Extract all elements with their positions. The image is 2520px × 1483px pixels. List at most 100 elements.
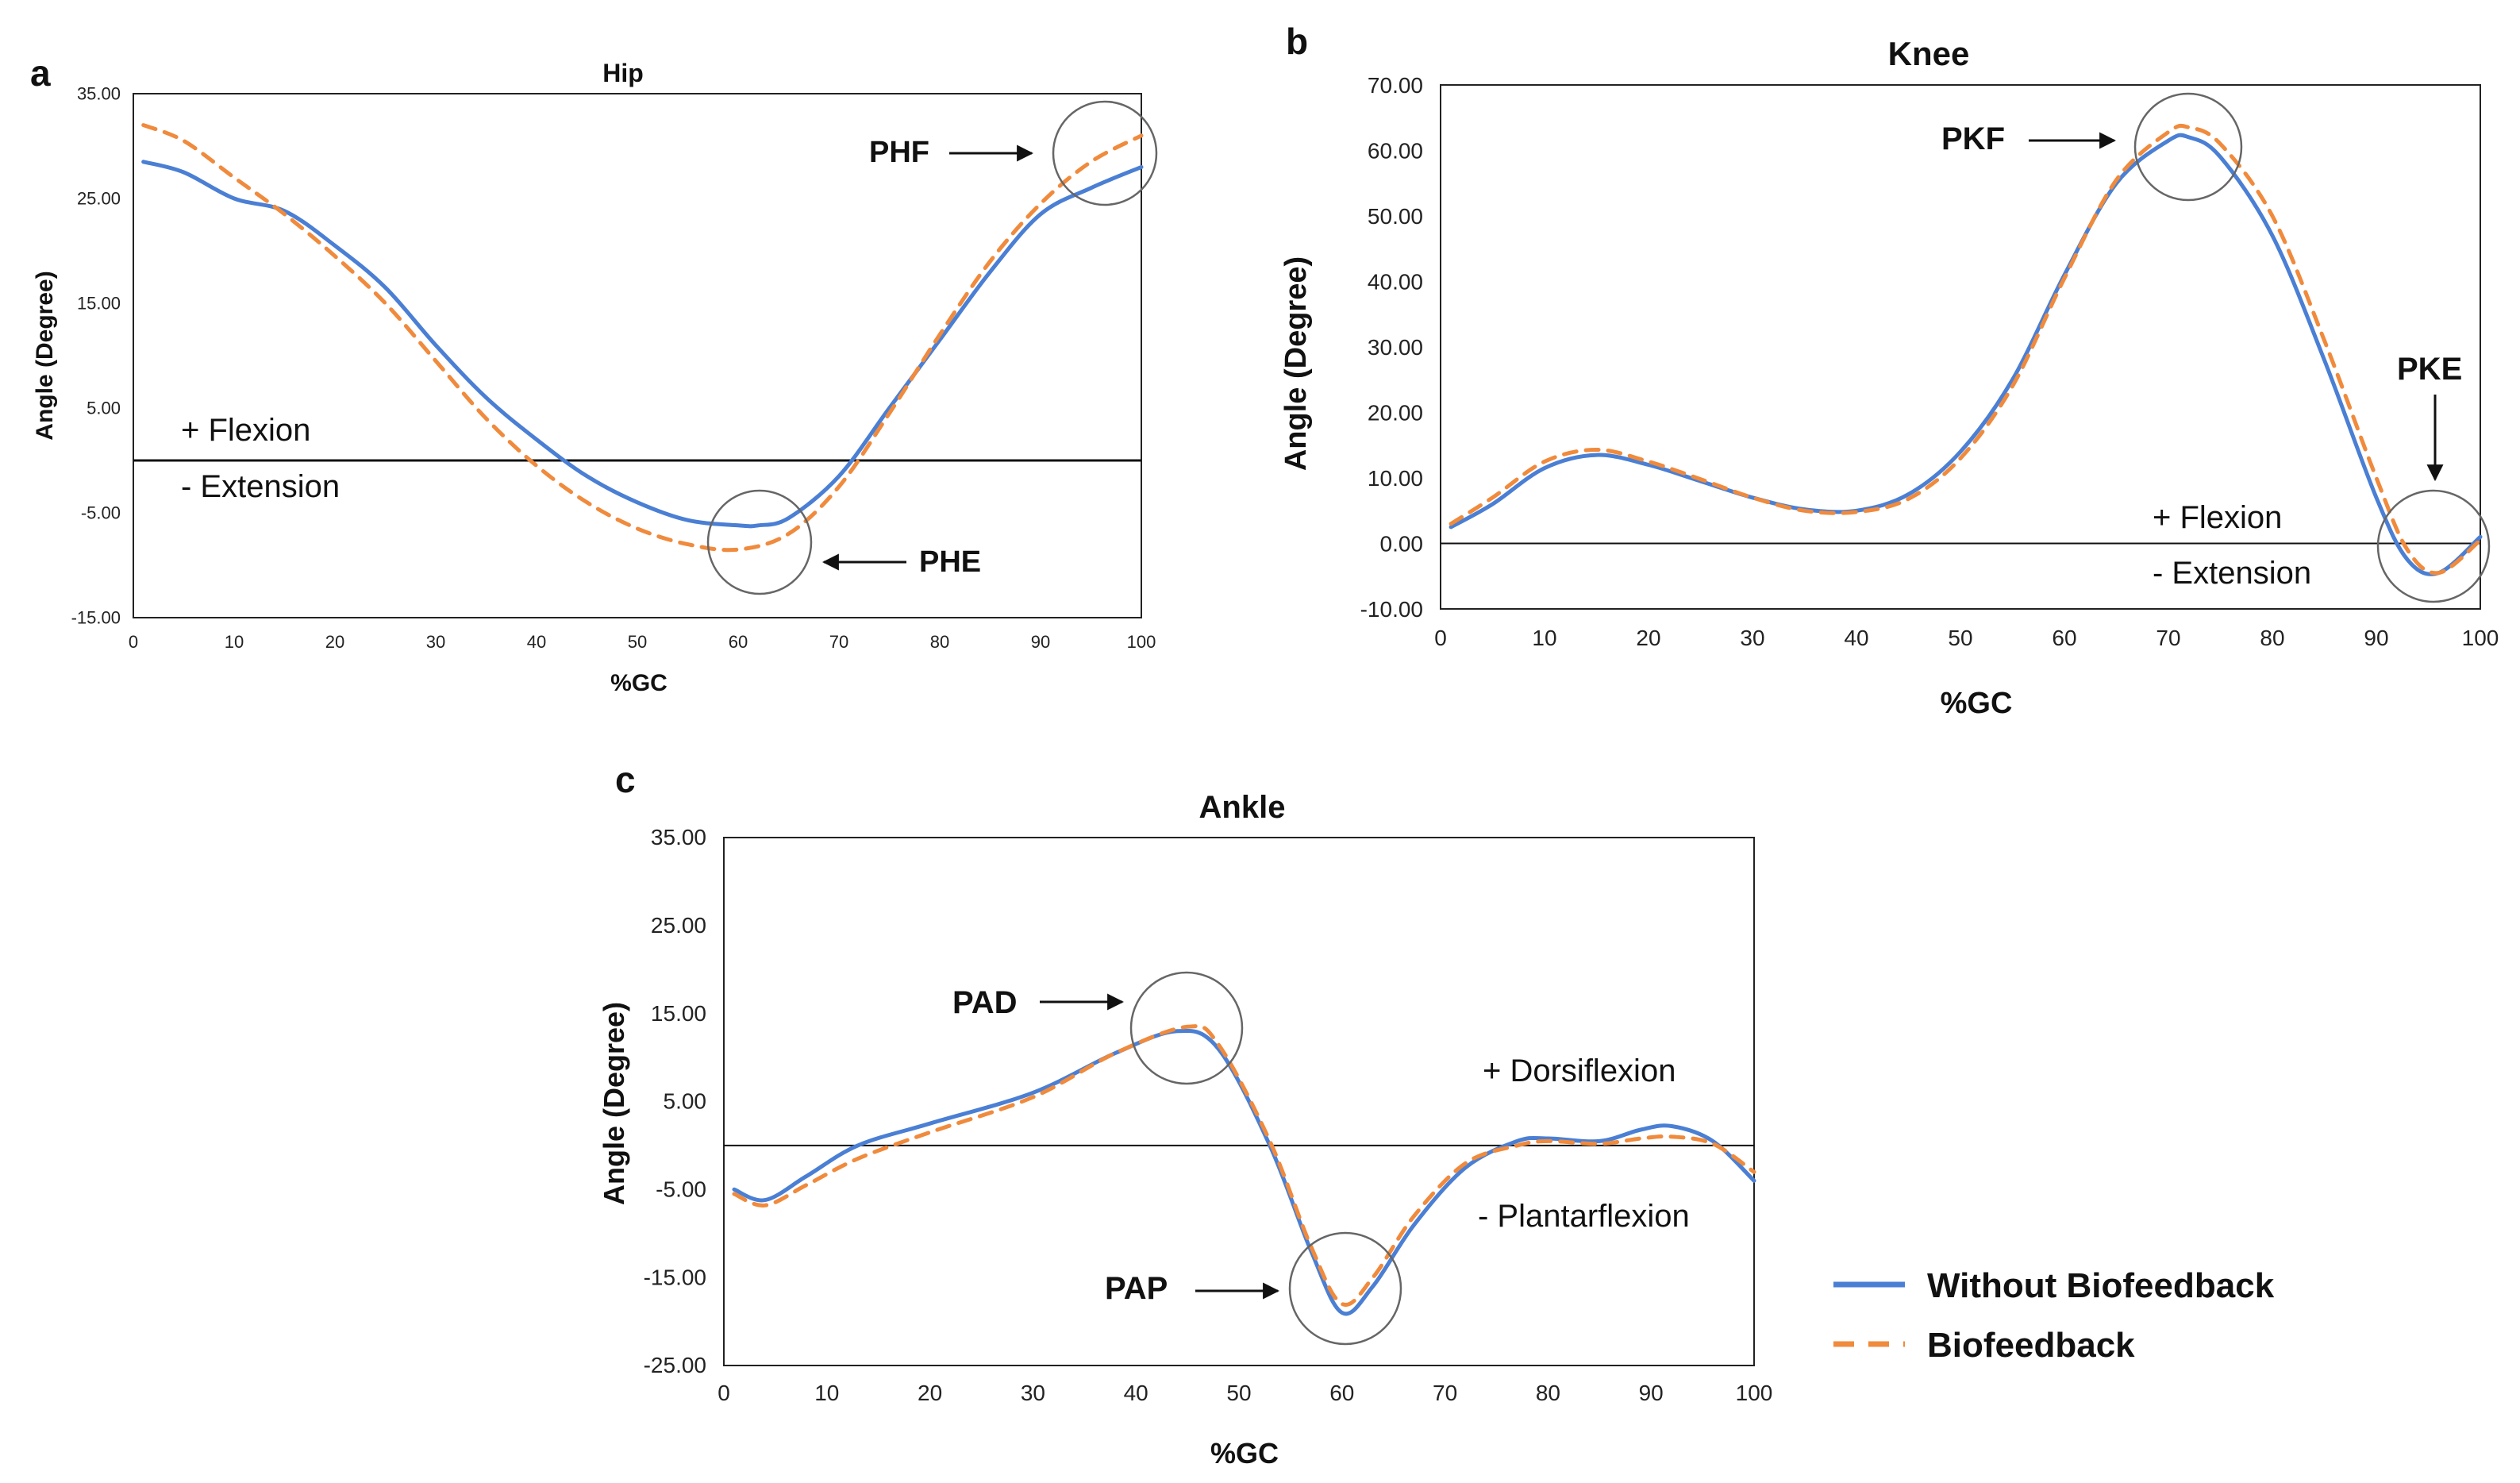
knee-chart-title: Knee	[1888, 35, 1970, 72]
panel-letter-c: c	[615, 759, 636, 800]
ankle-x-tick-label: 100	[1736, 1381, 1773, 1405]
knee-y-tick-label: 70.00	[1368, 73, 1423, 98]
hip-x-tick-label: 30	[426, 632, 445, 652]
phf-highlight-circle	[1052, 100, 1158, 206]
hip-series-without-biofeedback-line	[141, 160, 1144, 529]
knee-y-tick-label: 10.00	[1368, 466, 1423, 491]
phf-label: PHF	[869, 136, 929, 169]
ankle-x-tick-label: 70	[1433, 1381, 1457, 1405]
hip-y-ticks: -15.00 -5.00 5.00 15.00 25.00 35.00	[71, 84, 121, 628]
pad-highlight-circle	[1129, 971, 1244, 1085]
knee-y-tick-label: 0.00	[1380, 531, 1424, 556]
hip-chart: a Hip -15.00 -5.00 5.00 15.00 25.00 35.00 0 10…	[30, 52, 1158, 696]
ankle-y-tick-label: 15.00	[651, 1001, 706, 1026]
pke-label: PKE	[2397, 352, 2462, 387]
hip-x-ticks: 0 10 20 30 40 50 60 70 80 90 100	[129, 632, 1156, 652]
hip-x-tick-label: 20	[325, 632, 344, 652]
phe-highlight-circle	[706, 489, 813, 595]
hip-y-tick-label: 15.00	[77, 294, 121, 314]
hip-x-axis-label: %GC	[610, 670, 668, 696]
pap-highlight-circle	[1288, 1231, 1402, 1346]
knee-y-tick-label: 60.00	[1368, 138, 1423, 163]
ankle-x-tick-label: 60	[1329, 1381, 1354, 1405]
panel-letter-a: a	[30, 52, 51, 94]
knee-x-axis-label: %GC	[1941, 687, 2013, 720]
knee-x-tick-label: 90	[2364, 626, 2388, 650]
ankle-y-tick-label: -15.00	[644, 1265, 706, 1289]
pkf-highlight-circle	[2133, 92, 2243, 202]
hip-x-tick-label: 90	[1031, 632, 1050, 652]
phe-label: PHE	[919, 545, 981, 579]
ankle-x-tick-label: 80	[1536, 1381, 1560, 1405]
hip-x-tick-label: 100	[1127, 632, 1156, 652]
knee-y-tick-label: 40.00	[1368, 269, 1423, 294]
hip-extension-note: - Extension	[181, 469, 340, 504]
legend-without-label: Without Biofeedback	[1927, 1266, 2275, 1305]
ankle-x-tick-label: 20	[918, 1381, 942, 1405]
hip-x-tick-label: 10	[225, 632, 244, 652]
ankle-x-tick-label: 90	[1639, 1381, 1664, 1405]
knee-x-tick-label: 100	[2462, 626, 2499, 650]
knee-x-tick-label: 10	[1532, 626, 1556, 650]
hip-y-tick-label: -5.00	[81, 503, 121, 523]
ankle-x-tick-label: 40	[1124, 1381, 1148, 1405]
hip-y-axis-label: Angle (Degree)	[32, 271, 58, 440]
knee-y-tick-label: 30.00	[1368, 335, 1423, 360]
hip-x-tick-label: 0	[129, 632, 138, 652]
knee-y-axis-label: Angle (Degree)	[1279, 256, 1313, 471]
hip-y-tick-label: -15.00	[71, 608, 121, 628]
ankle-chart-title: Ankle	[1199, 790, 1286, 825]
knee-plot-frame	[1440, 84, 2481, 610]
ankle-x-tick-label: 0	[718, 1381, 730, 1405]
ankle-y-tick-label: -25.00	[644, 1353, 706, 1377]
ankle-y-tick-label: -5.00	[656, 1177, 706, 1201]
knee-x-tick-label: 20	[1636, 626, 1660, 650]
knee-y-tick-label: 20.00	[1368, 400, 1423, 425]
hip-x-tick-label: 70	[829, 632, 848, 652]
ankle-chart: c Ankle -25.00 -15.00 -5.00 5.00 15.00 25.00 3…	[598, 759, 1772, 1470]
ankle-x-axis-label: %GC	[1210, 1437, 1279, 1470]
hip-series-biofeedback-line	[141, 123, 1144, 553]
hip-chart-title: Hip	[602, 59, 644, 87]
knee-series-biofeedback-line	[1449, 123, 2483, 576]
pkf-label: PKF	[1941, 121, 2005, 156]
knee-x-tick-label: 40	[1844, 626, 1868, 650]
ankle-x-tick-label: 30	[1021, 1381, 1045, 1405]
hip-plot-frame	[133, 93, 1142, 618]
ankle-y-ticks: -25.00 -15.00 -5.00 5.00 15.00 25.00 35.00	[644, 825, 706, 1377]
legend-biofeedback-label: Biofeedback	[1927, 1326, 2135, 1365]
hip-x-tick-label: 40	[527, 632, 546, 652]
hip-x-tick-label: 60	[729, 632, 748, 652]
ankle-x-tick-label: 50	[1226, 1381, 1251, 1405]
ankle-y-tick-label: 5.00	[664, 1089, 707, 1114]
ankle-y-tick-label: 35.00	[651, 825, 706, 849]
legend: Without Biofeedback Biofeedback	[1833, 1266, 2275, 1365]
knee-x-tick-label: 30	[1740, 626, 1764, 650]
knee-chart: b Knee -10.00 0.00 10.00 20.00 30.00 40.00 50.…	[1279, 21, 2499, 720]
knee-x-tick-label: 60	[2052, 626, 2076, 650]
knee-x-tick-label: 80	[2260, 626, 2284, 650]
knee-y-tick-label: 50.00	[1368, 204, 1423, 229]
pap-label: PAP	[1105, 1271, 1168, 1306]
knee-x-tick-label: 50	[1948, 626, 1972, 650]
ankle-series-biofeedback-line	[732, 1024, 1756, 1308]
knee-flexion-note: + Flexion	[2153, 500, 2282, 535]
knee-x-ticks: 0 10 20 30 40 50 60 70 80 90 100	[1434, 626, 2499, 650]
knee-series-without-biofeedback-line	[1449, 133, 2483, 576]
knee-extension-note: - Extension	[2153, 556, 2311, 591]
hip-x-tick-label: 50	[628, 632, 647, 652]
hip-y-tick-label: 35.00	[77, 84, 121, 104]
knee-y-tick-label: -10.00	[1360, 597, 1423, 622]
pke-highlight-circle	[2376, 489, 2491, 603]
hip-x-tick-label: 80	[930, 632, 949, 652]
ankle-x-ticks: 0 10 20 30 40 50 60 70 80 90 100	[718, 1381, 1772, 1405]
ankle-dorsiflexion-note: + Dorsiflexion	[1483, 1054, 1676, 1088]
ankle-y-tick-label: 25.00	[651, 913, 706, 938]
knee-x-tick-label: 0	[1434, 626, 1447, 650]
ankle-y-axis-label: Angle (Degree)	[598, 1002, 630, 1205]
hip-flexion-note: + Flexion	[181, 413, 310, 448]
pad-label: PAD	[952, 985, 1017, 1020]
hip-y-tick-label: 5.00	[87, 399, 121, 418]
knee-x-tick-label: 70	[2156, 626, 2180, 650]
